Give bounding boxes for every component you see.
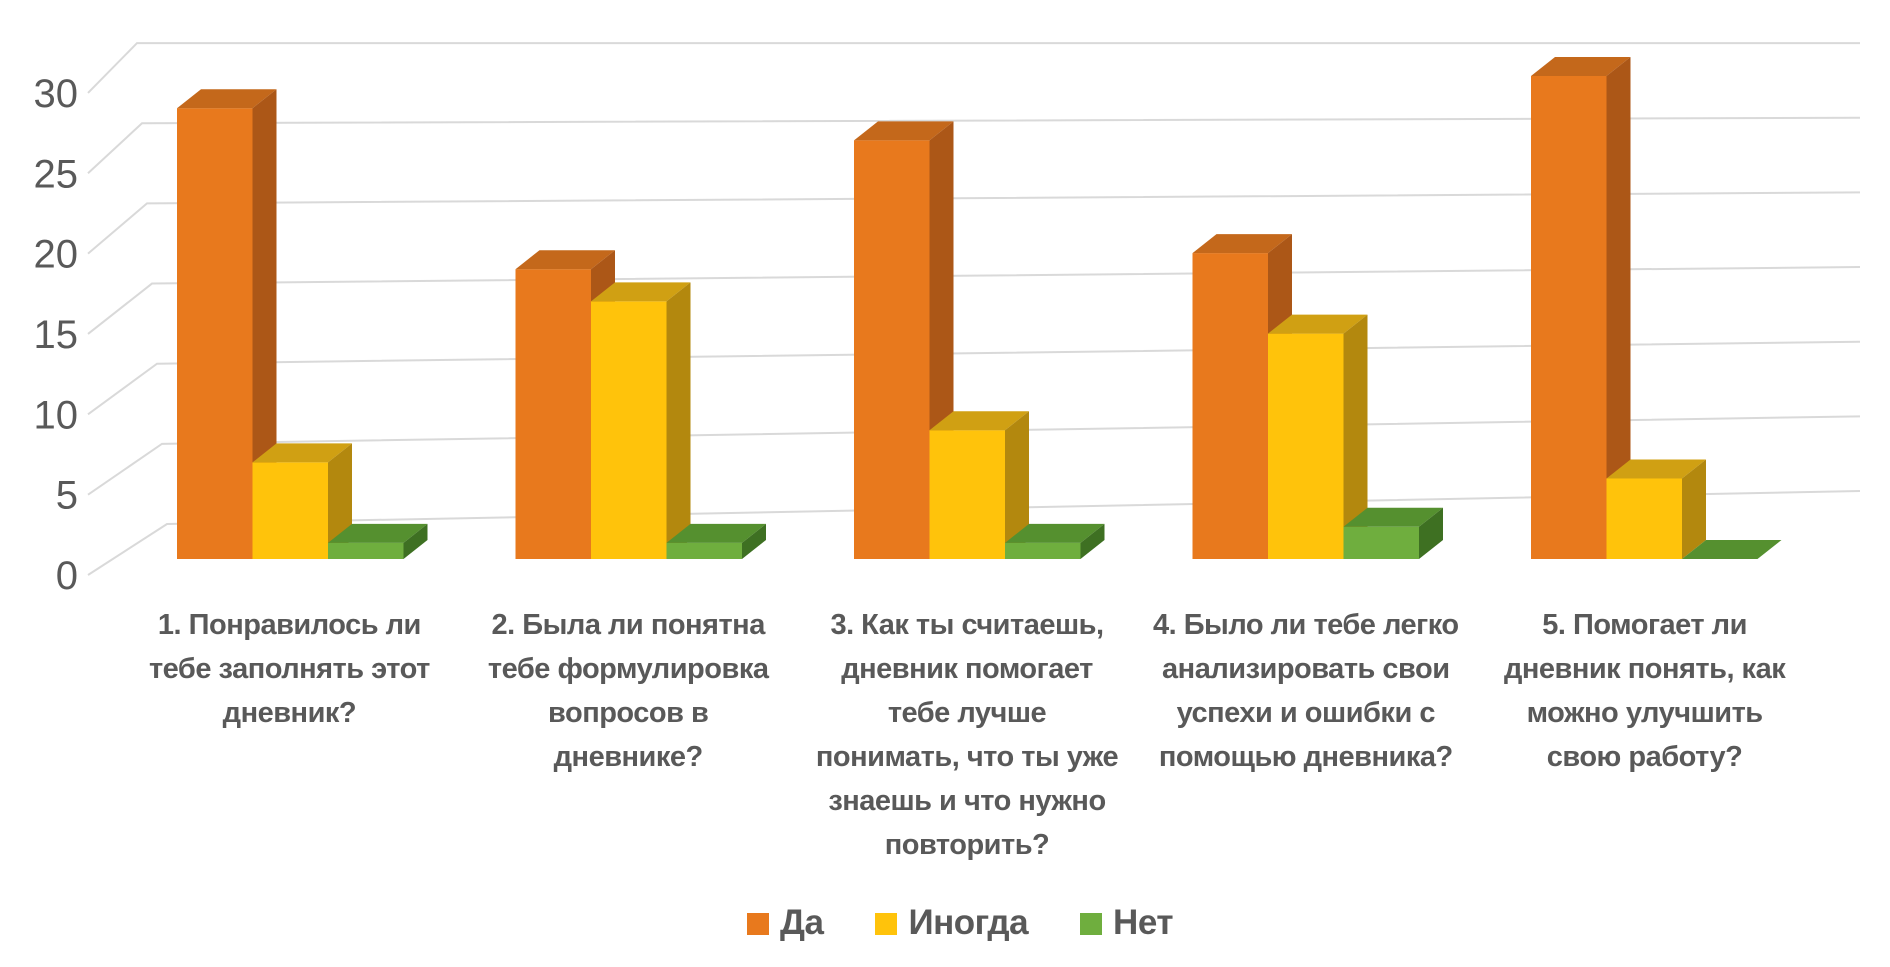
category-label-q5: 5. Помогает ли дневник понять, как можно… xyxy=(1503,609,1786,773)
legend-item-inogda: Иногда xyxy=(875,903,1029,943)
category-label-q1: 1. Понравилось ли тебе заполнять этот дн… xyxy=(148,609,430,729)
legend-label-da: Да xyxy=(780,903,824,942)
y-tick-label: 15 xyxy=(34,313,79,357)
bar-Нет-q1 xyxy=(328,523,428,559)
legend-swatch-da xyxy=(747,913,770,935)
category-label-q4: 4. Было ли тебе легко анализировать свои… xyxy=(1152,609,1459,773)
legend: Да Иногда Нет xyxy=(0,903,1890,943)
bar-Да-q1 xyxy=(177,89,277,559)
legend-swatch-inogda xyxy=(875,913,898,935)
legend-item-net: Нет xyxy=(1080,903,1173,943)
gridline xyxy=(87,42,1860,94)
y-tick-label: 30 xyxy=(34,72,79,116)
legend-swatch-net xyxy=(1080,913,1103,935)
y-tick-label: 0 xyxy=(56,554,78,598)
gridline xyxy=(87,191,1861,255)
legend-label-inogda: Иногда xyxy=(908,903,1029,942)
bar-Нет-q3 xyxy=(1005,523,1105,559)
y-tick-label: 20 xyxy=(34,233,79,277)
bar-Иногда-q3 xyxy=(929,411,1029,559)
bar-Иногда-q2 xyxy=(591,282,691,559)
y-tick-label: 25 xyxy=(34,152,79,196)
category-axis: 1. Понравилось ли тебе заполнять этот дн… xyxy=(120,603,1814,867)
bar-Да-q5 xyxy=(1531,57,1631,559)
category-label-q3: 3. Как ты считаешь, дневник помогает теб… xyxy=(815,609,1119,861)
bar-Нет-q5 xyxy=(1682,540,1782,559)
legend-item-da: Да xyxy=(747,903,824,943)
bar-Нет-q4 xyxy=(1343,507,1443,559)
bar-Иногда-q5 xyxy=(1606,459,1706,559)
y-tick-label: 10 xyxy=(34,393,79,437)
bar-Нет-q2 xyxy=(666,523,766,559)
category-label-q2: 2. Была ли понятна тебе формулировка воп… xyxy=(487,609,769,773)
legend-label-net: Нет xyxy=(1113,903,1173,942)
gridline xyxy=(87,116,1861,174)
y-tick-label: 5 xyxy=(56,474,78,518)
bar-Иногда-q4 xyxy=(1268,314,1368,559)
